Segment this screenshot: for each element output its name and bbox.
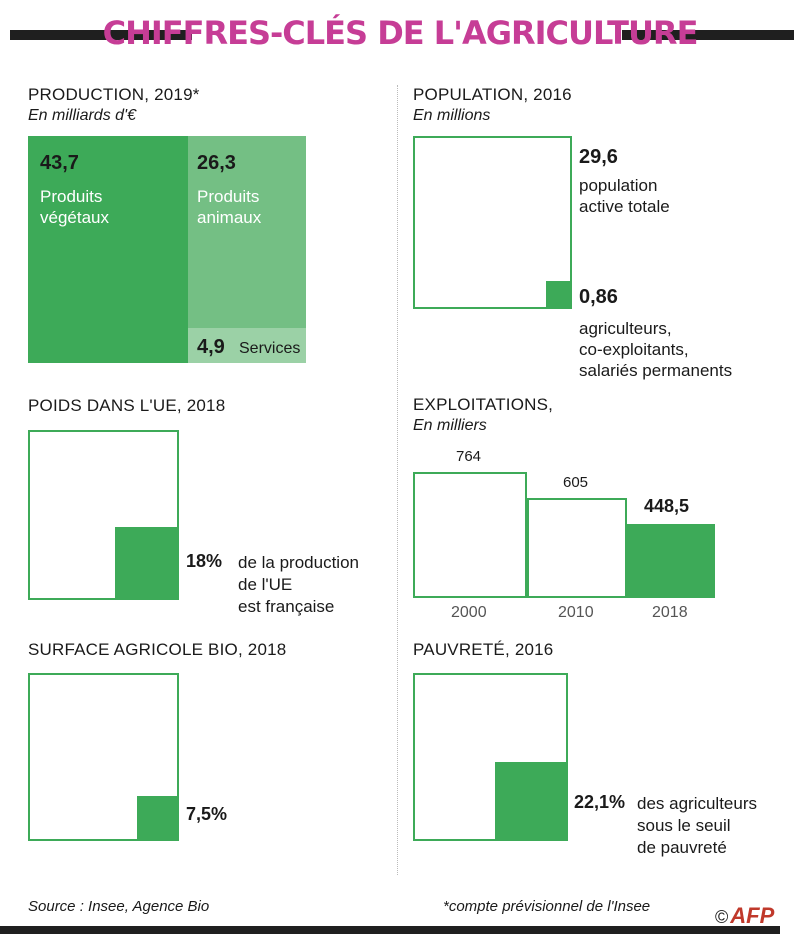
population-farmers-square	[546, 281, 572, 309]
production-vegetal-label-1: Produits	[40, 187, 103, 206]
title-bar-right	[622, 30, 794, 40]
production-subtitle: En milliards d'€	[28, 107, 136, 124]
exploitations-bar-2000	[413, 472, 527, 598]
production-vegetal-value: 43,7	[40, 152, 79, 174]
poids-ue-title: POIDS DANS L'UE, 2018	[28, 396, 226, 415]
bottom-bar	[0, 926, 780, 934]
bio-value: 7,5%	[186, 804, 228, 824]
bio-title: SURFACE AGRICOLE BIO, 2018	[28, 640, 287, 659]
population-subtitle: En millions	[413, 107, 491, 124]
exploitations-value-label: 764	[456, 448, 482, 465]
footnote-text: *compte prévisionnel de l'Insee	[443, 898, 651, 915]
pauvrete-label-2: sous le seuil	[637, 816, 731, 835]
page-title: CHIFFRES-CLÉS DE L'AGRICULTURE	[102, 14, 699, 52]
population-total-label-1: population	[579, 176, 658, 195]
exploitations-value-label: 605	[563, 474, 589, 491]
pauvrete-label-3: de pauvreté	[637, 838, 727, 857]
exploitations-bar-2010	[527, 498, 627, 598]
source-text: Source : Insee, Agence Bio	[28, 898, 210, 915]
column-divider	[397, 85, 398, 875]
population-farmers-label-2: co-exploitants,	[579, 340, 689, 359]
production-vegetal-block	[28, 136, 188, 363]
poids-ue-label-3: est française	[238, 597, 335, 616]
pauvrete-value: 22,1%	[574, 792, 626, 812]
pauvrete-share-square	[495, 762, 568, 841]
population-farmers-value: 0,86	[579, 286, 618, 308]
production-vegetal-label-2: végétaux	[40, 208, 109, 227]
exploitations-year-label: 2010	[558, 604, 594, 621]
production-title: PRODUCTION, 2019*	[28, 85, 200, 104]
production-animal-block	[188, 136, 306, 328]
population-farmers-label-3: salariés permanents	[579, 361, 733, 380]
title-bar-left	[10, 30, 192, 40]
production-services-block	[188, 328, 306, 363]
production-animal-value: 26,3	[197, 152, 236, 174]
population-total-label-2: active totale	[579, 197, 670, 216]
production-services-label: Services	[239, 340, 301, 357]
exploitations-bar-2018	[627, 524, 715, 598]
exploitations-year-label: 2018	[652, 604, 688, 621]
exploitations-value-label: 448,5	[644, 496, 690, 516]
population-total-square	[413, 136, 572, 309]
exploitations-year-label: 2000	[451, 604, 487, 621]
exploitations-subtitle: En milliers	[413, 417, 487, 434]
population-total-value: 29,6	[579, 146, 618, 168]
poids-ue-label-1: de la production	[238, 553, 359, 572]
poids-ue-share-square	[115, 527, 179, 600]
afp-logo-text: AFP	[730, 903, 775, 928]
population-title: POPULATION, 2016	[413, 85, 572, 104]
population-farmers-label-1: agriculteurs,	[579, 319, 672, 338]
bio-share-square	[137, 796, 179, 841]
exploitations-title: EXPLOITATIONS,	[413, 395, 554, 414]
poids-ue-label-2: de l'UE	[238, 575, 293, 594]
pauvrete-title: PAUVRETÉ, 2016	[413, 640, 554, 659]
afp-logo: ©AFP	[715, 903, 774, 929]
copyright-symbol: ©	[715, 907, 729, 927]
production-animal-label-2: animaux	[197, 208, 262, 227]
production-services-value: 4,9	[197, 336, 225, 358]
poids-ue-value: 18%	[186, 551, 223, 571]
production-animal-label-1: Produits	[197, 187, 260, 206]
pauvrete-label-1: des agriculteurs	[637, 794, 758, 813]
